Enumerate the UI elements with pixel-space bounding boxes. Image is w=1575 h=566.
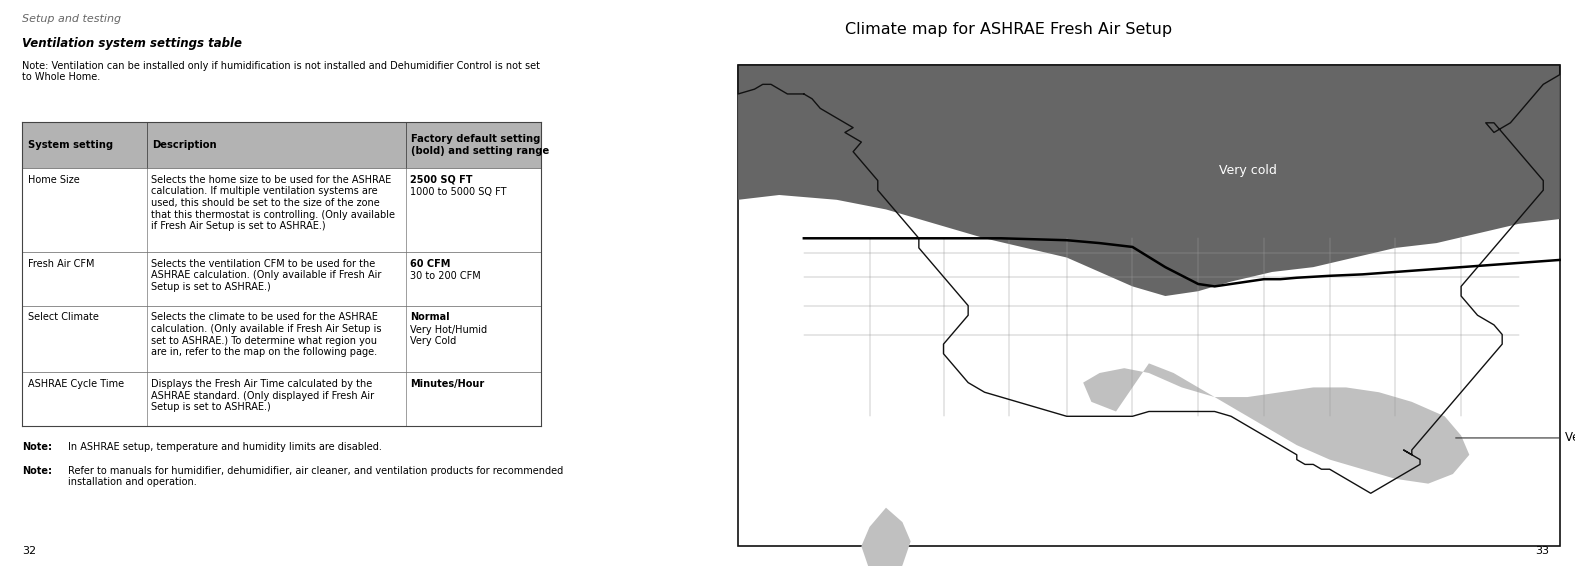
Bar <box>739 65 1559 546</box>
Text: Selects the ventilation CFM to be used for the
ASHRAE calculation. (Only availab: Selects the ventilation CFM to be used f… <box>151 259 381 292</box>
Text: Description: Description <box>153 140 217 150</box>
Text: Normal: Normal <box>410 312 450 323</box>
Text: 30 to 200 CFM: 30 to 200 CFM <box>410 271 480 281</box>
Text: Note:: Note: <box>22 466 52 476</box>
Polygon shape <box>862 508 910 566</box>
Text: 60 CFM: 60 CFM <box>410 259 450 269</box>
Text: Climate map for ASHRAE Fresh Air Setup: Climate map for ASHRAE Fresh Air Setup <box>846 22 1172 37</box>
Bar <box>22 372 540 426</box>
Text: Select Climate: Select Climate <box>28 312 99 323</box>
Text: 1000 to 5000 SQ FT: 1000 to 5000 SQ FT <box>410 187 507 198</box>
Bar <box>22 252 540 306</box>
Polygon shape <box>739 65 1559 296</box>
Text: Minutes/Hour: Minutes/Hour <box>410 379 485 389</box>
Text: Very Hot/Humid
Very Cold: Very Hot/Humid Very Cold <box>410 325 487 346</box>
Text: Refer to manuals for humidifier, dehumidifier, air cleaner, and ventilation prod: Refer to manuals for humidifier, dehumid… <box>68 466 564 487</box>
Text: System setting: System setting <box>28 140 113 150</box>
Text: Note: Ventilation can be installed only if humidification is not installed and D: Note: Ventilation can be installed only … <box>22 61 540 82</box>
Text: Fresh Air CFM: Fresh Air CFM <box>28 259 94 269</box>
Text: In ASHRAE setup, temperature and humidity limits are disabled.: In ASHRAE setup, temperature and humidit… <box>68 442 383 452</box>
Text: ASHRAE Cycle Time: ASHRAE Cycle Time <box>28 379 124 389</box>
Text: Factory default setting
(bold) and setting range: Factory default setting (bold) and setti… <box>411 134 550 156</box>
Text: Setup and testing: Setup and testing <box>22 14 121 24</box>
Text: Very cold: Very cold <box>1219 165 1276 177</box>
Bar <box>22 168 540 252</box>
Text: 32: 32 <box>22 546 36 556</box>
Text: Selects the home size to be used for the ASHRAE
calculation. If multiple ventila: Selects the home size to be used for the… <box>151 175 395 231</box>
Polygon shape <box>1084 363 1469 483</box>
Text: Ventilation system settings table: Ventilation system settings table <box>22 37 243 50</box>
Text: Home Size: Home Size <box>28 175 79 185</box>
Text: Selects the climate to be used for the ASHRAE
calculation. (Only available if Fr: Selects the climate to be used for the A… <box>151 312 381 357</box>
Text: Very hot/humid: Very hot/humid <box>1455 431 1575 444</box>
Text: Displays the Fresh Air Time calculated by the
ASHRAE standard. (Only displayed i: Displays the Fresh Air Time calculated b… <box>151 379 375 413</box>
Bar <box>22 306 540 372</box>
Text: 2500 SQ FT: 2500 SQ FT <box>410 175 472 185</box>
Text: Note:: Note: <box>22 442 52 452</box>
Text: 33: 33 <box>1536 546 1550 556</box>
Bar <box>22 122 540 168</box>
